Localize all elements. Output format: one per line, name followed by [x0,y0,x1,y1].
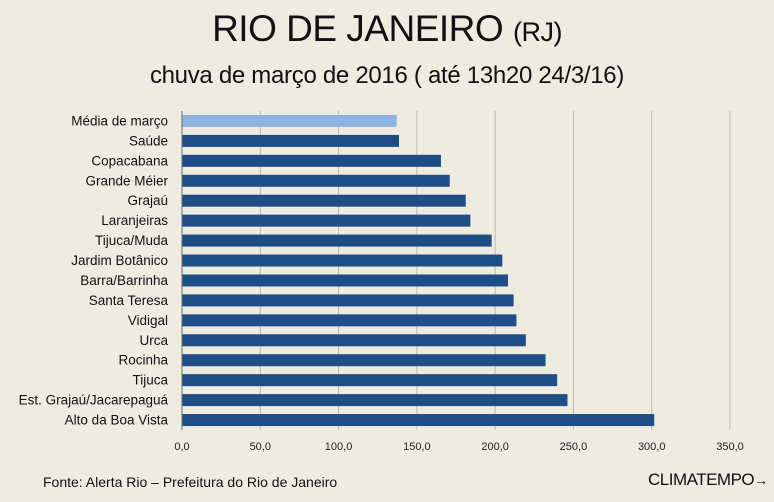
bar [182,414,655,427]
category-label: Copacabana [91,153,168,168]
category-label: Jardim Botânico [71,253,168,268]
bar [182,194,466,207]
brand-name: CLIMATEMPO [648,470,755,489]
bar [182,214,471,227]
chart-subtitle: chuva de março de 2016 ( até 13h20 24/3/… [149,62,625,89]
chart-title-suffix: (RJ) [512,17,562,47]
category-label: Est. Grajaú/Jacarepaguá [19,393,169,408]
x-tick-label: 100,0 [325,441,353,453]
x-tick-label: 350,0 [716,441,744,453]
bar [182,294,514,307]
x-tick-label: 150,0 [403,441,431,453]
bar [182,174,450,187]
bar [182,274,508,287]
x-tick-label: 300,0 [638,441,666,453]
bar [182,334,526,347]
x-tick-label: 200,0 [481,441,509,453]
category-label: Tijuca [132,373,168,388]
bar [182,374,558,387]
category-label: Alto da Boa Vista [65,413,169,428]
category-label: Rocinha [118,353,168,368]
category-label: Saúde [129,133,168,148]
bar [182,134,400,147]
source-note: Fonte: Alerta Rio – Prefeitura do Rio de… [43,474,338,490]
brand-arrow-icon: → [754,472,768,488]
bar [182,354,546,367]
bar [182,314,517,327]
category-label: Vidigal [128,313,168,328]
bar [182,154,441,167]
bar [182,114,397,127]
chart-title: RIO DE JANEIRO (RJ) [0,8,774,50]
category-label: Grajaú [127,193,168,208]
bar [182,394,568,407]
category-label: Urca [139,333,168,348]
bar [182,254,503,267]
category-label: Média de março [71,113,168,128]
category-label: Santa Teresa [89,293,169,308]
brand-logo: CLIMATEMPO→ [648,470,768,490]
category-label: Laranjeiras [101,213,168,228]
chart-title-text: RIO DE JANEIRO [212,8,504,49]
x-tick-label: 250,0 [560,441,588,453]
x-tick-label: 50,0 [250,441,271,453]
bar [182,234,492,247]
category-label: Barra/Barrinha [80,273,168,288]
category-label: Grande Méier [85,173,168,188]
category-label: Tijuca/Muda [95,233,169,248]
x-tick-label: 0,0 [174,441,189,453]
